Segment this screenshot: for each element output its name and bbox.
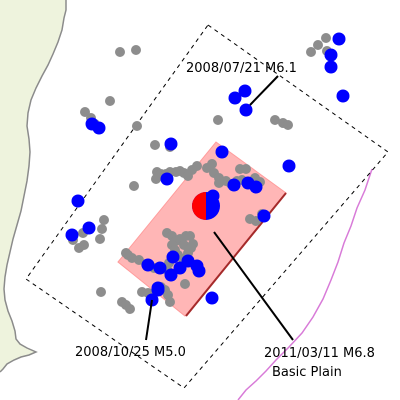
blue-event-marker <box>205 291 219 305</box>
gray-event-marker <box>192 161 202 171</box>
blue-event-marker <box>92 121 106 135</box>
event-3-label: 2011/03/11 M6.8 <box>264 346 375 361</box>
gray-event-marker <box>213 115 223 125</box>
gray-event-marker <box>95 234 105 244</box>
gray-event-marker <box>121 248 131 258</box>
coastline <box>0 0 67 373</box>
gray-event-marker <box>214 178 224 188</box>
gray-event-marker <box>207 159 217 169</box>
gray-event-marker <box>105 96 115 106</box>
gray-event-marker <box>115 47 125 57</box>
blue-event-marker <box>65 228 79 242</box>
blue-event-marker <box>166 250 180 264</box>
mainshock-marker <box>192 192 220 220</box>
gray-event-marker <box>270 115 280 125</box>
blue-event-marker <box>228 91 242 105</box>
blue-event-marker <box>164 137 178 151</box>
blue-event-marker <box>324 60 338 74</box>
gray-event-marker <box>137 287 147 297</box>
gray-event-marker <box>186 243 196 253</box>
gray-event-marker <box>74 243 84 253</box>
blue-event-marker <box>239 103 253 117</box>
gray-event-marker <box>132 121 142 131</box>
gray-event-marker <box>165 297 175 307</box>
event-3-leader-line <box>213 231 294 341</box>
gray-event-marker <box>151 174 161 184</box>
blue-event-marker <box>71 194 85 208</box>
blue-event-marker <box>215 145 229 159</box>
blue-event-marker <box>332 32 346 46</box>
blue-event-marker <box>160 172 174 186</box>
gray-event-marker <box>180 279 190 289</box>
trench-line <box>237 168 373 400</box>
blue-event-marker <box>153 261 167 275</box>
gray-event-marker <box>125 304 135 314</box>
gray-event-marker <box>97 224 107 234</box>
gray-event-marker <box>150 140 160 150</box>
fault-name-label: Basic Plain <box>272 365 342 380</box>
event-2-label: 2008/10/25 M5.0 <box>75 345 186 360</box>
gray-event-marker <box>241 164 251 174</box>
blue-event-marker <box>192 264 206 278</box>
blue-event-marker <box>227 178 241 192</box>
blue-event-marker <box>324 48 338 62</box>
gray-event-marker <box>185 231 195 241</box>
blue-event-marker <box>257 209 271 223</box>
blue-event-marker <box>164 268 178 282</box>
gray-event-marker <box>245 214 255 224</box>
blue-event-marker <box>141 258 155 272</box>
event-1-label: 2008/07/21 M6.1 <box>186 61 297 76</box>
gray-event-marker <box>129 181 139 191</box>
gray-event-marker <box>96 287 106 297</box>
gray-event-marker <box>99 215 109 225</box>
gray-event-marker <box>306 47 316 57</box>
blue-event-marker <box>241 176 255 190</box>
gray-event-marker <box>313 40 323 50</box>
land-area <box>0 0 66 372</box>
blue-event-marker <box>282 159 296 173</box>
gray-event-marker <box>131 45 141 55</box>
blue-event-marker <box>151 281 165 295</box>
blue-event-marker <box>82 221 96 235</box>
blue-event-marker <box>336 89 350 103</box>
event-1-leader-line <box>249 75 279 106</box>
blue-event-marker <box>238 84 252 98</box>
gray-event-marker <box>321 33 331 43</box>
event-layer <box>65 32 350 314</box>
study-region-outline <box>25 24 389 389</box>
gray-event-marker <box>283 120 293 130</box>
event-2-leader-line <box>145 299 153 341</box>
